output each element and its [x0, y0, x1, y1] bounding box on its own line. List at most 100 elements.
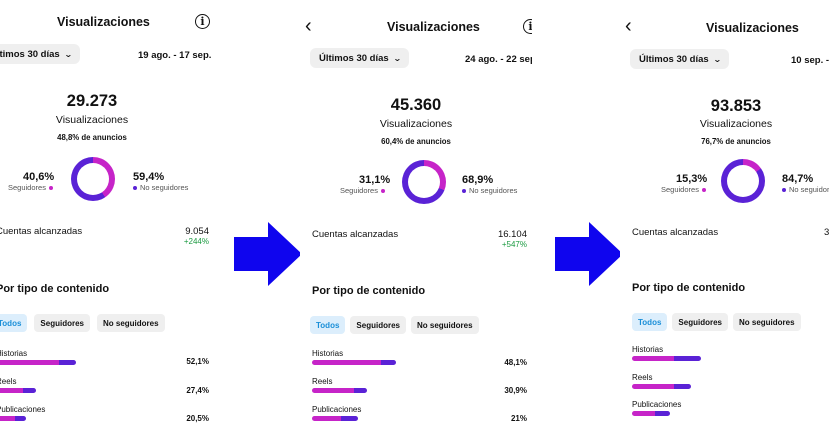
donut-hole [408, 166, 440, 198]
reach-label: Cuentas alcanzadas [632, 227, 719, 238]
followers-legend-label: Seguidores [8, 183, 46, 192]
followers-legend-label: Seguidores [661, 185, 699, 194]
followers-legend: Seguidores [340, 186, 385, 195]
date-range: 10 sep. - [791, 55, 829, 66]
page-title: Visualizaciones [387, 20, 480, 34]
row-label-reels: Reels [0, 377, 17, 386]
row-percent-stories: 48,1% [504, 358, 527, 367]
reels-bar [0, 388, 36, 393]
tab-non-followers[interactable]: No seguidores [732, 313, 801, 331]
insights-screen-2: ‹ Visualizaciones i Últimos 30 días ⌄ 24… [300, 0, 532, 436]
info-icon[interactable]: i [523, 19, 532, 34]
posts-bar [0, 416, 26, 421]
row-label-posts: Publicaciones [632, 400, 682, 409]
tab-followers[interactable]: Seguidores [350, 316, 406, 334]
row-percent-stories: 52,1% [186, 357, 209, 366]
ads-share: 60,4% de anuncios [381, 137, 451, 146]
followers-segment [0, 360, 59, 365]
stories-bar [632, 356, 701, 361]
reach-label: Cuentas alcanzadas [0, 226, 83, 237]
views-total: 29.273 [66, 92, 118, 110]
page-title: Visualizaciones [57, 15, 150, 29]
audience-donut-chart [402, 160, 446, 204]
row-label-posts: Publicaciones [312, 405, 362, 414]
posts-bar [632, 411, 670, 416]
non-followers-segment [354, 388, 367, 393]
ads-share: 76,7% de anuncios [701, 137, 771, 146]
tab-all[interactable]: Todos [310, 316, 346, 334]
row-label-stories: Historias [0, 349, 28, 358]
followers-segment [0, 416, 15, 421]
non-followers-percent: 59,4% [133, 171, 165, 183]
non-followers-dot-icon [782, 187, 786, 192]
non-followers-segment [655, 411, 670, 416]
chevron-down-icon: ⌄ [392, 53, 402, 63]
ads-share: 48,8% de anuncios [57, 133, 127, 142]
row-label-stories: Historias [312, 349, 344, 358]
period-dropdown[interactable]: Últimos 30 días ⌄ [310, 48, 410, 68]
content-type-tabs: Todos Seguidores No seguidores [310, 316, 479, 334]
row-label-reels: Reels [632, 373, 653, 382]
followers-dot-icon [380, 188, 385, 193]
arrow-shape [555, 222, 623, 286]
followers-percent: 40,6% [23, 171, 55, 183]
period-dropdown[interactable]: Últimos 30 días ⌄ [0, 44, 81, 64]
non-followers-segment [15, 416, 26, 421]
stories-bar [0, 360, 76, 365]
tab-non-followers[interactable]: No seguidores [96, 314, 165, 332]
audience-donut-chart [71, 157, 115, 201]
tab-all[interactable]: Todos [0, 314, 28, 332]
section-title: Por tipo de contenido [0, 283, 110, 295]
back-arrow-icon[interactable]: ‹ [625, 15, 632, 37]
chevron-down-icon: ⌄ [63, 49, 73, 59]
followers-segment [632, 356, 674, 361]
non-followers-segment [381, 360, 396, 365]
followers-dot-icon [701, 187, 706, 192]
followers-legend: Seguidores [8, 183, 53, 192]
arrow-shape [234, 222, 302, 286]
donut-hole [727, 165, 759, 197]
right-arrow-icon [555, 222, 623, 286]
back-arrow-icon[interactable]: ‹ [305, 15, 312, 37]
followers-segment [632, 411, 655, 416]
audience-donut-chart [721, 159, 765, 203]
non-followers-percent: 84,7% [782, 173, 814, 185]
non-followers-segment [341, 416, 358, 421]
row-percent-posts: 21% [510, 414, 527, 423]
views-label: Visualizaciones [379, 118, 453, 130]
tab-non-followers[interactable]: No seguidores [410, 316, 479, 334]
reach-value: 9.054 [185, 226, 209, 237]
period-dropdown[interactable]: Últimos 30 días ⌄ [630, 49, 730, 69]
tab-all[interactable]: Todos [632, 313, 668, 331]
followers-percent: 15,3% [676, 173, 708, 185]
donut-hole [77, 163, 109, 195]
section-title: Por tipo de contenido [632, 282, 746, 294]
right-arrow-icon [234, 222, 302, 286]
non-followers-legend: No seguidores [133, 183, 188, 192]
non-followers-dot-icon [133, 185, 137, 190]
non-followers-segment [23, 388, 36, 393]
tab-followers[interactable]: Seguidores [672, 313, 728, 331]
followers-percent: 31,1% [359, 174, 391, 186]
followers-segment [632, 384, 674, 389]
reach-label: Cuentas alcanzadas [312, 229, 399, 240]
insights-screen-3: ‹ Visualizaciones Últimos 30 días ⌄ 10 s… [620, 0, 829, 436]
non-followers-legend-label: No seguidores [140, 183, 189, 192]
period-label: Últimos 30 días [639, 53, 709, 65]
views-label: Visualizaciones [699, 118, 773, 130]
tab-followers[interactable]: Seguidores [34, 314, 90, 332]
followers-legend-label: Seguidores [340, 186, 378, 195]
non-followers-legend-label: No seguidores [789, 185, 829, 194]
non-followers-segment [674, 384, 691, 389]
non-followers-dot-icon [462, 188, 466, 193]
period-label: Últimos 30 días [0, 48, 60, 60]
stories-bar [312, 360, 396, 365]
chevron-down-icon: ⌄ [712, 54, 722, 64]
info-icon[interactable]: i [195, 14, 210, 29]
reach-delta: +547% [501, 240, 527, 249]
date-range: 19 ago. - 17 sep. [138, 50, 212, 61]
non-followers-segment [59, 360, 76, 365]
row-percent-reels: 30,9% [504, 386, 527, 395]
row-label-posts: Publicaciones [0, 405, 46, 414]
followers-segment [312, 360, 381, 365]
